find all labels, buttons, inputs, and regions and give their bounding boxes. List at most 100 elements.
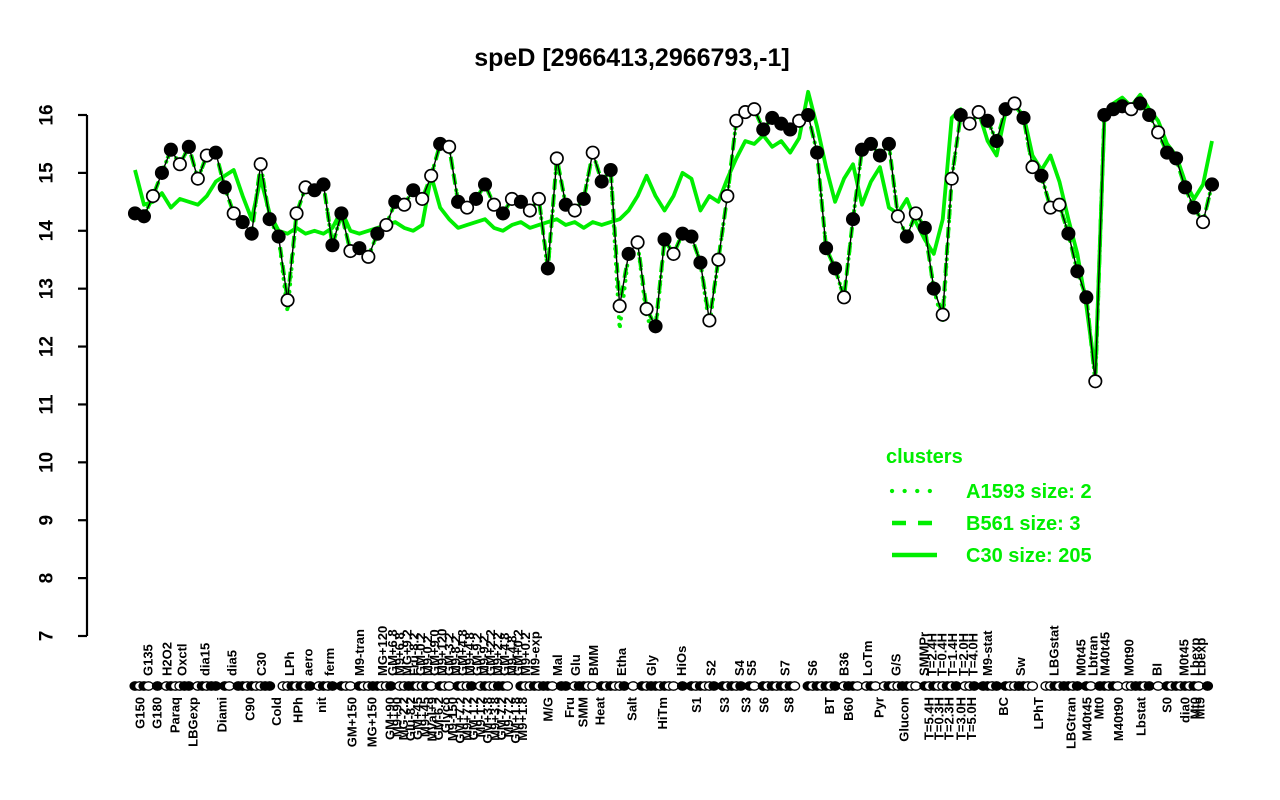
data-point-circle <box>747 102 762 117</box>
x-tick-label-top: GM-4.8 <box>497 633 512 676</box>
data-point-circle <box>1052 197 1067 212</box>
data-point-circle <box>468 191 484 206</box>
data-point-circle <box>379 217 394 233</box>
x-tick-label-top: SMMPr <box>916 632 931 676</box>
x-tick-label-bottom: T=5.0H <box>964 697 979 740</box>
data-point-circle <box>684 229 699 244</box>
x-tick-label-bottom: MG+150 <box>364 697 379 747</box>
x-tick-label-top: GM-9.2 <box>469 633 484 676</box>
x-tick-label-top: S6 <box>805 660 820 676</box>
data-point-circle <box>908 206 923 221</box>
x-tick-label-bottom: LPhT <box>1031 697 1046 730</box>
x-tick-label-top: M9-stat <box>980 630 995 676</box>
data-point-circle <box>540 261 555 276</box>
x-tick-label-bottom: dia0 <box>1177 697 1192 723</box>
data-point-circle <box>289 206 304 221</box>
x-tick-label-top: M9-8.2 <box>448 636 463 676</box>
x-tick-label-top: T=0.4H <box>934 633 949 676</box>
data-point-circle <box>280 293 295 308</box>
x-tick-label-bottom: HPh <box>290 697 305 723</box>
data-point-circle <box>352 241 367 256</box>
data-point-circle <box>720 188 735 204</box>
x-tick-label-bottom: nit <box>314 696 329 713</box>
data-point-circle <box>172 157 187 172</box>
x-tick-label-bottom: T=5.4H <box>922 697 937 740</box>
x-tick-label-top: LBGstat <box>1046 625 1061 676</box>
data-point-circle <box>881 136 896 151</box>
data-point-circle <box>226 206 241 221</box>
data-point-circle <box>827 261 843 276</box>
x-tick-label-top: M9+0.2 <box>518 632 533 676</box>
x-tick-label-top: GM-0.2 <box>413 633 428 676</box>
x-tick-label-bottom: T=2.3H <box>941 697 956 740</box>
data-point-circle <box>477 177 493 192</box>
x-tick-label-bottom: M9+7.2 <box>459 697 474 741</box>
x-tick-label-top: M9+2.2 <box>490 632 505 676</box>
x-tick-label-bottom: GM+1.8 <box>508 697 523 744</box>
x-tick-label-top: Gly <box>644 654 659 676</box>
y-tick-label: 11 <box>36 394 57 415</box>
rug-point-circle <box>789 681 801 691</box>
x-tick-label-top: G/S <box>889 653 904 676</box>
x-tick-label-bottom: Glucon <box>897 697 912 742</box>
y-tick-label: 12 <box>36 336 57 357</box>
x-tick-label-bottom: Mt9 <box>1193 697 1208 719</box>
x-axis-labels: G135 H2O2 Oxctl dia15 dia5 C30 LPh aero ferm M9-t… <box>132 625 1208 749</box>
x-tick-label-top: aero <box>300 648 315 676</box>
data-point-circle <box>181 139 196 154</box>
data-point-circle <box>567 203 582 218</box>
data-point-circle <box>235 215 250 230</box>
data-point-circle <box>415 191 430 206</box>
data-point-circle <box>872 148 887 163</box>
data-point-circle <box>926 281 941 296</box>
x-tick-label-top: M9+120 <box>434 629 449 676</box>
x-tick-label-top: GM+2.2 <box>483 629 498 676</box>
x-tick-label-top: ferm <box>322 648 337 676</box>
data-point-circle <box>1088 374 1103 389</box>
x-tick-label-top: M0t90 <box>1121 639 1136 676</box>
x-tick-label-top: Lbtran <box>1086 636 1101 677</box>
x-tick-label-bottom: Lbstat <box>1134 696 1149 736</box>
x-tick-label-top: C30 <box>254 652 269 676</box>
x-tick-label-bottom: GM-7.2 <box>494 697 509 740</box>
x-tick-label-bottom: SMM <box>575 697 590 727</box>
data-point-circle <box>989 134 1004 149</box>
data-point-circle <box>1034 168 1049 183</box>
x-tick-label-bottom: M9+90 <box>389 697 404 737</box>
x-tick-label-bottom: Mt0 <box>1187 697 1202 719</box>
data-point-circle <box>397 197 412 212</box>
data-point-circle <box>460 200 475 215</box>
x-tick-label-top: G135 <box>140 644 155 676</box>
y-tick-label: 15 <box>36 162 57 184</box>
series-lines <box>133 89 1214 384</box>
data-point-circle <box>899 229 914 244</box>
rug-point-circle <box>1026 681 1039 691</box>
data-point-circle <box>702 313 717 328</box>
x-tick-label-top: M0t45 <box>1073 639 1088 676</box>
data-point-circle <box>325 238 340 253</box>
x-tick-label-bottom: T=0.3H <box>932 697 947 740</box>
rug-point-circle <box>501 681 514 691</box>
x-tick-label-bottom: Cold <box>269 697 284 726</box>
data-point-circle <box>576 191 591 206</box>
data-point-circle <box>917 220 932 235</box>
x-tick-label-top: M9-tran <box>352 629 367 676</box>
x-tick-label-top: Sw <box>1013 656 1028 676</box>
x-tick-label-bottom: Diami <box>214 697 229 732</box>
x-tick-label-bottom: BC <box>996 696 1011 715</box>
x-tick-label-bottom: M40t45 <box>1080 697 1095 741</box>
x-tick-label-top: Lbexp <box>1187 638 1202 676</box>
data-point-circle <box>603 162 618 178</box>
legend: clusters A1593 size: 2 B561 size: 3 C30 … <box>886 446 1092 567</box>
data-point-circle <box>522 203 537 218</box>
data-point-circle <box>666 246 681 261</box>
gene-line <box>134 102 1213 382</box>
x-tick-label-top: Fru-8.2 <box>407 633 422 676</box>
data-point-circle <box>836 290 852 305</box>
x-tick-label-bottom: GM-6.2 <box>431 697 446 740</box>
data-point-circle <box>136 209 152 224</box>
x-tick-label-bottom: M9+1.8 <box>515 697 530 741</box>
x-tick-label-top: T=2.4H <box>924 633 939 676</box>
